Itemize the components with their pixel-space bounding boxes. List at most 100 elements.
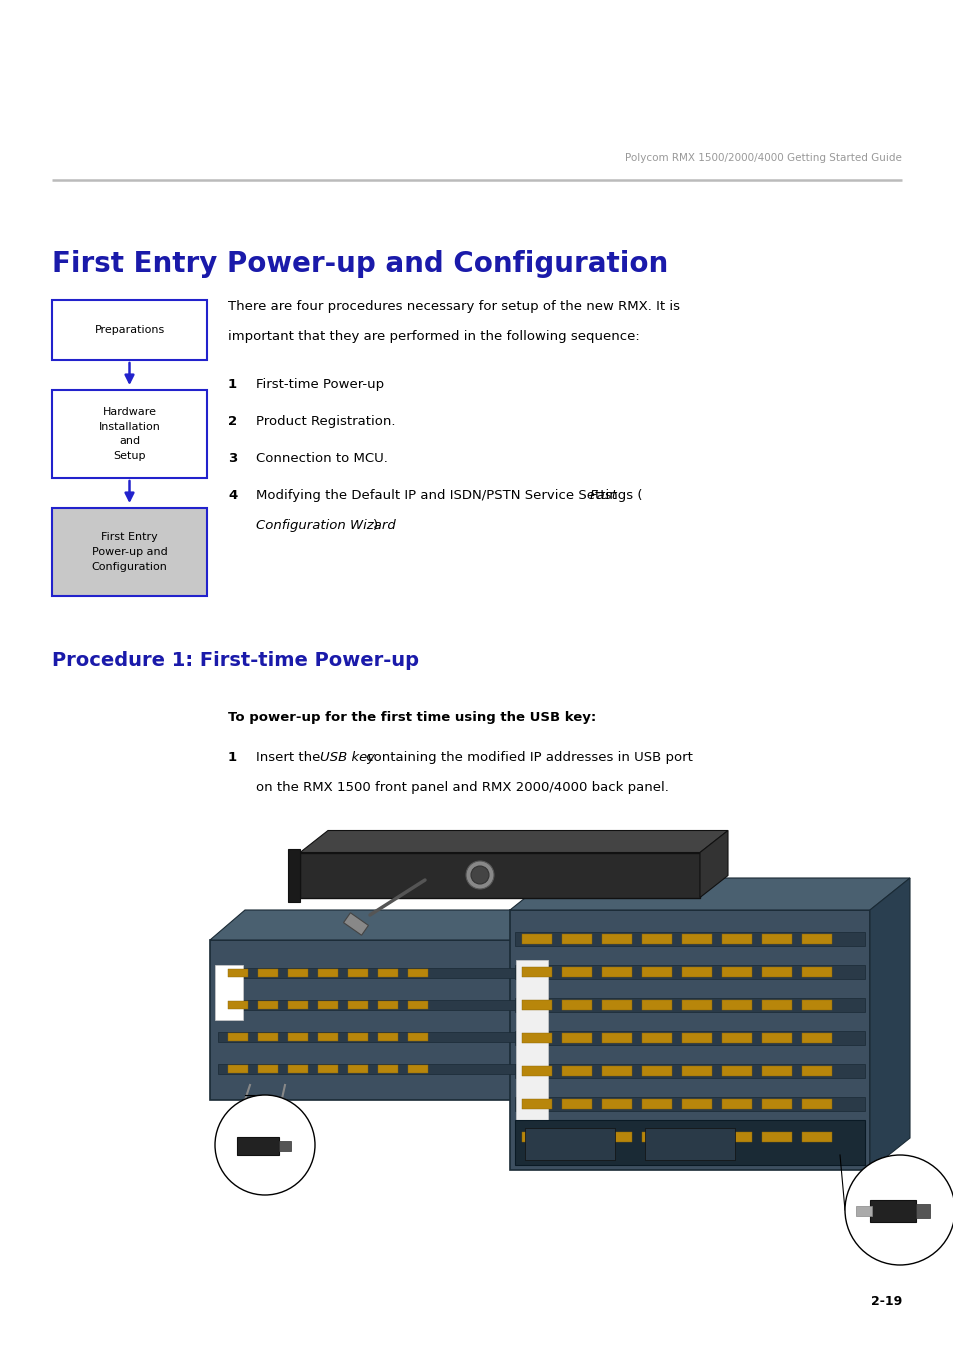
Text: First Entry
Power-up and
Configuration: First Entry Power-up and Configuration <box>91 532 168 572</box>
Bar <box>218 1031 521 1042</box>
Bar <box>348 1033 368 1041</box>
Bar <box>801 1033 831 1044</box>
Text: First-time Power-up: First-time Power-up <box>255 378 384 392</box>
Bar <box>515 931 864 946</box>
Bar <box>681 967 711 977</box>
Bar <box>343 913 368 936</box>
Polygon shape <box>700 830 727 898</box>
Text: Configuration Wizard: Configuration Wizard <box>255 518 395 532</box>
Bar <box>721 1066 751 1076</box>
Ellipse shape <box>471 865 489 884</box>
Text: Fast: Fast <box>589 489 617 502</box>
Bar <box>915 1204 929 1218</box>
Bar <box>601 1000 631 1010</box>
Bar <box>515 1031 864 1045</box>
Bar <box>521 1099 552 1108</box>
Bar <box>288 969 308 977</box>
Bar <box>641 1066 671 1076</box>
Bar <box>681 934 711 944</box>
Bar <box>515 1130 864 1143</box>
Bar <box>317 1033 337 1041</box>
Bar <box>278 1141 291 1152</box>
Bar <box>408 1000 428 1008</box>
Text: Connection to MCU.: Connection to MCU. <box>255 452 388 464</box>
Bar <box>681 1099 711 1108</box>
Bar <box>801 1066 831 1076</box>
Bar <box>721 1099 751 1108</box>
Bar <box>228 1065 248 1073</box>
Bar <box>561 1033 592 1044</box>
Polygon shape <box>530 910 564 1100</box>
Bar <box>681 1033 711 1044</box>
Text: First Entry Power-up and Configuration: First Entry Power-up and Configuration <box>52 250 667 278</box>
Bar <box>601 1033 631 1044</box>
Bar <box>761 1033 791 1044</box>
Bar <box>515 1064 864 1079</box>
Bar <box>561 1099 592 1108</box>
Bar <box>641 1033 671 1044</box>
Bar <box>561 934 592 944</box>
Bar <box>210 940 530 1100</box>
Bar <box>218 968 521 977</box>
Bar <box>761 1066 791 1076</box>
Bar <box>801 934 831 944</box>
Bar <box>801 1000 831 1010</box>
Bar <box>408 1065 428 1073</box>
Bar <box>641 967 671 977</box>
Bar <box>721 1000 751 1010</box>
Bar <box>561 1000 592 1010</box>
Bar <box>348 969 368 977</box>
Bar <box>515 965 864 979</box>
Text: USB key: USB key <box>320 751 375 764</box>
Bar <box>601 967 631 977</box>
Bar <box>644 1129 734 1160</box>
Bar <box>317 1000 337 1008</box>
Text: To power-up for the first time using the USB key:: To power-up for the first time using the… <box>228 711 596 724</box>
Bar <box>317 1065 337 1073</box>
Bar <box>681 1066 711 1076</box>
Bar <box>377 1000 397 1008</box>
Bar <box>601 1066 631 1076</box>
Bar <box>521 1133 552 1142</box>
Bar <box>228 1000 248 1008</box>
Bar <box>218 1064 521 1075</box>
Bar <box>52 508 207 595</box>
Bar <box>257 969 277 977</box>
Bar <box>348 1000 368 1008</box>
Bar <box>288 1033 308 1041</box>
Bar <box>214 965 243 1021</box>
Bar <box>721 1133 751 1142</box>
Text: Modifying the Default IP and ISDN/PSTN Service Settings (: Modifying the Default IP and ISDN/PSTN S… <box>255 489 641 502</box>
Bar <box>288 1000 308 1008</box>
Bar <box>524 1129 615 1160</box>
Bar <box>855 1206 871 1216</box>
Text: 1: 1 <box>228 751 237 764</box>
Polygon shape <box>210 910 564 940</box>
Text: containing the modified IP addresses in USB port: containing the modified IP addresses in … <box>361 751 692 764</box>
Bar <box>521 1066 552 1076</box>
Ellipse shape <box>465 861 494 890</box>
Text: Polycom RMX 1500/2000/4000 Getting Started Guide: Polycom RMX 1500/2000/4000 Getting Start… <box>624 153 901 163</box>
Bar <box>257 1033 277 1041</box>
Polygon shape <box>869 878 909 1170</box>
Bar <box>521 1033 552 1044</box>
Bar <box>721 934 751 944</box>
Bar <box>377 1065 397 1073</box>
Text: 3: 3 <box>228 452 237 464</box>
Text: Hardware
Installation
and
Setup: Hardware Installation and Setup <box>98 406 160 462</box>
Bar <box>681 1133 711 1142</box>
Bar <box>681 1000 711 1010</box>
Text: Procedure 1: First-time Power-up: Procedure 1: First-time Power-up <box>52 651 418 670</box>
Bar <box>761 1000 791 1010</box>
Bar <box>801 1099 831 1108</box>
Text: 2-19: 2-19 <box>870 1295 901 1308</box>
Bar <box>641 1099 671 1108</box>
Bar <box>761 1099 791 1108</box>
Polygon shape <box>299 830 727 852</box>
Bar <box>601 1133 631 1142</box>
Text: Preparations: Preparations <box>94 325 165 335</box>
Text: 2: 2 <box>228 414 237 428</box>
Bar <box>561 1133 592 1142</box>
Bar <box>218 1000 521 1010</box>
Bar <box>377 969 397 977</box>
